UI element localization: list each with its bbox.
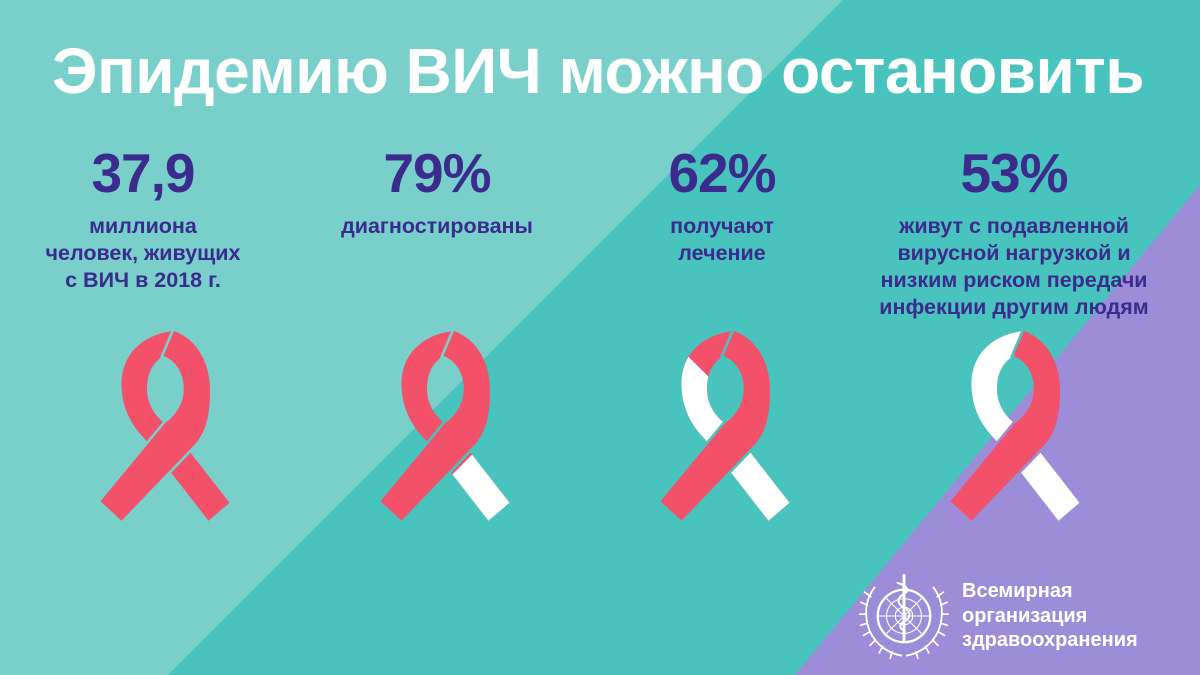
awareness-ribbon-icon (370, 324, 520, 527)
who-logo-wordmark: Всемирная организация здравоохранения (962, 580, 1138, 652)
laurel-branch-right (905, 586, 943, 657)
stat-value: 79% (383, 142, 491, 204)
who-emblem-icon (859, 574, 949, 660)
stat-value: 53% (960, 142, 1068, 204)
stat-value: 37,9 (91, 142, 195, 204)
awareness-ribbon-icon (650, 324, 800, 527)
stat-label: живут с подавленной вирусной нагрузкой и… (879, 214, 1149, 320)
stat-label: получают лечение (670, 214, 774, 266)
stat-column-people-living-with-hiv: 37,9 миллиона человек, живущих с ВИЧ в 2… (18, 146, 268, 294)
stat-column-diagnosed: 79% диагностированы (307, 146, 567, 240)
stat-value: 62% (668, 142, 776, 204)
awareness-ribbon-icon (940, 324, 1090, 527)
serpent (896, 581, 911, 632)
stat-label: миллиона человек, живущих с ВИЧ в 2018 г… (45, 214, 241, 293)
poster-title: Эпидемию ВИЧ можно остановить (52, 35, 1145, 107)
stat-column-virally-suppressed: 53% живут с подавленной вирусной нагрузк… (848, 146, 1180, 321)
stat-label: диагностированы (341, 214, 533, 238)
who-logo: Всемирная организация здравоохранения (858, 570, 1200, 662)
stat-column-on-treatment: 62% получают лечение (612, 146, 832, 267)
awareness-ribbon-icon (90, 324, 240, 527)
laurel-branch-left (865, 586, 903, 657)
